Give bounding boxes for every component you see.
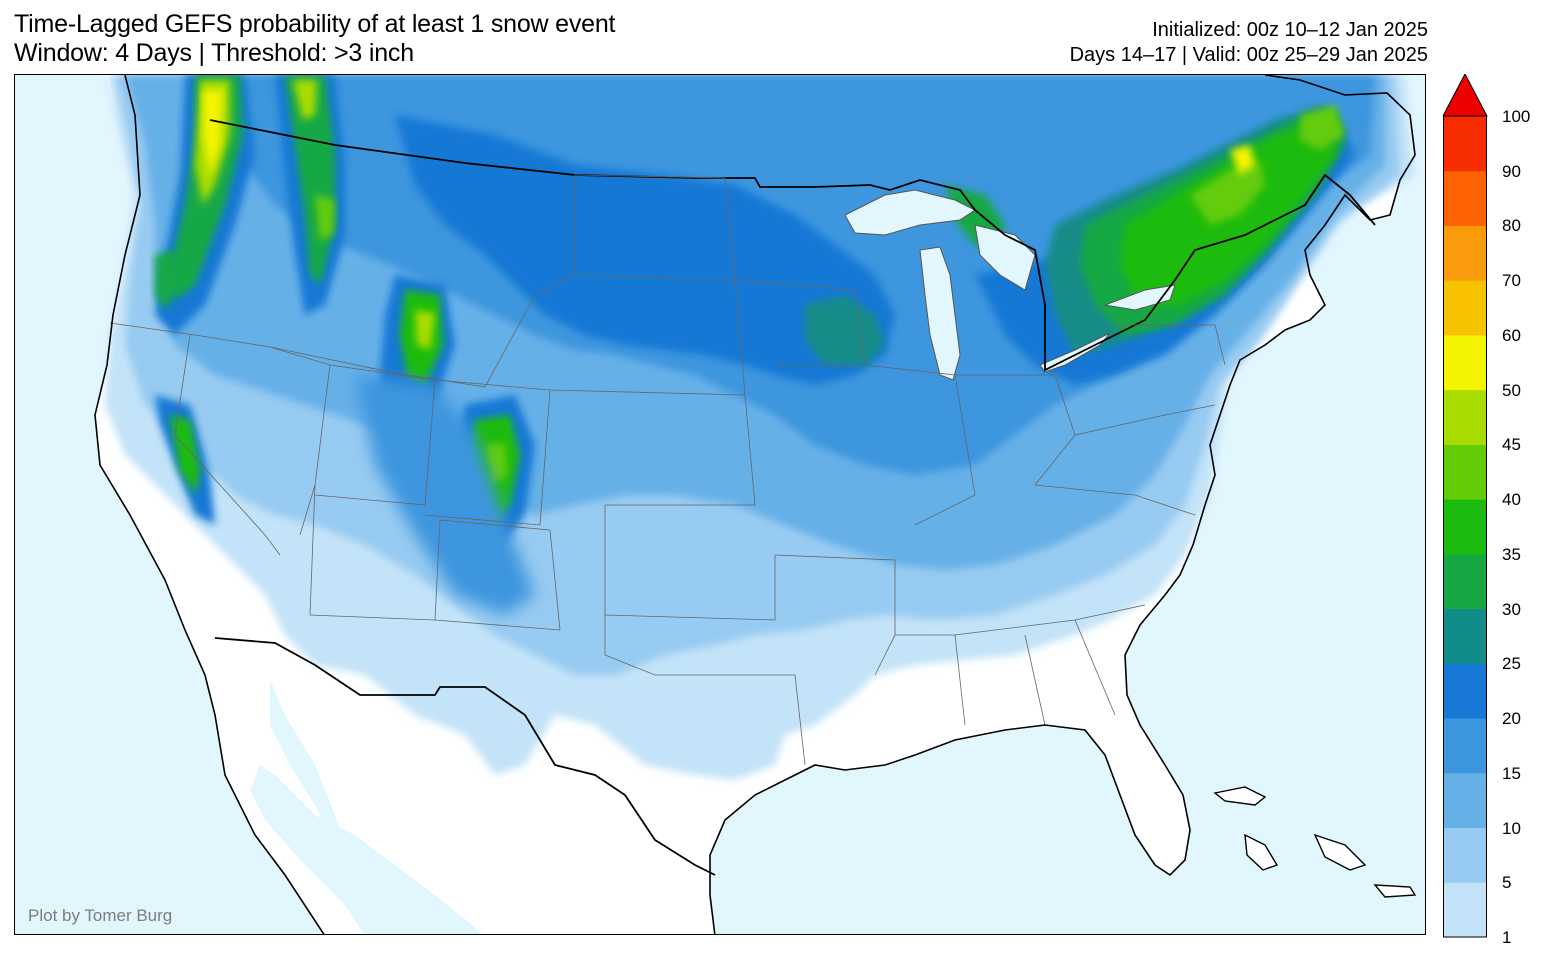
colorbar-segment <box>1443 170 1487 226</box>
coastline <box>94 75 1416 934</box>
colorbar-segments <box>1443 116 1487 938</box>
colorbar-tick-label: 50 <box>1502 380 1521 400</box>
colorbar-segment <box>1443 718 1487 774</box>
colorbar-segment <box>1443 663 1487 719</box>
colorbar-segment <box>1443 608 1487 664</box>
colorbar-tick-label: 35 <box>1502 544 1521 564</box>
colorbar-segment <box>1443 444 1487 500</box>
colorbar-tick-label: 10 <box>1502 818 1521 838</box>
map-title: Time-Lagged GEFS probability of at least… <box>14 10 615 68</box>
initialized-label: Initialized: 00z 10–12 Jan 2025 <box>1152 19 1428 41</box>
colorbar-segment <box>1443 116 1487 172</box>
colorbar-tick-label: 100 <box>1502 107 1531 126</box>
state-borders <box>109 174 1226 766</box>
colorbar-tick-label: 30 <box>1502 599 1521 619</box>
title-line-2: Window: 4 Days | Threshold: >3 inch <box>14 39 414 67</box>
colorbar-tick-label: 40 <box>1502 490 1521 510</box>
colorbar-outline <box>1443 115 1487 938</box>
gulf-of-california <box>270 680 345 850</box>
run-info: Initialized: 00z 10–12 Jan 2025 Days 14–… <box>1070 18 1428 68</box>
colorbar-tick-label: 60 <box>1502 325 1521 345</box>
probability-shading <box>105 75 1415 780</box>
great-lakes <box>844 189 1176 381</box>
colorbar-tick-label: 20 <box>1502 709 1521 729</box>
colorbar-segment <box>1443 280 1487 336</box>
colorbar-extend-arrow <box>1443 74 1488 117</box>
colorbar-tick-label: 15 <box>1502 763 1521 783</box>
map-canvas <box>15 75 1425 934</box>
plot-credit: Plot by Tomer Burg <box>28 906 173 925</box>
colorbar-segment <box>1443 772 1487 829</box>
colorbar-tick-label: 45 <box>1502 435 1521 455</box>
probability-map <box>14 74 1426 935</box>
colorbar-segment <box>1443 882 1487 938</box>
colorbar-segment <box>1443 334 1487 391</box>
colorbar-tick-label: 70 <box>1502 271 1521 291</box>
caribbean-islands <box>1213 786 1417 898</box>
colorbar-segment <box>1443 225 1487 281</box>
colorbar-segment <box>1443 499 1487 555</box>
colorbar-segment <box>1443 553 1487 610</box>
valid-label: Days 14–17 | Valid: 00z 25–29 Jan 2025 <box>1069 44 1428 66</box>
title-line-1: Time-Lagged GEFS probability of at least… <box>14 10 616 38</box>
colorbar-tick-label: 80 <box>1502 216 1521 236</box>
colorbar-tick-label: 25 <box>1502 654 1521 674</box>
colorbar-segment <box>1443 389 1487 445</box>
colorbar-tick-label: 1 <box>1502 928 1512 947</box>
colorbar-tick-label: 5 <box>1502 873 1512 893</box>
colorbar-segment <box>1443 827 1487 883</box>
colorbar <box>1443 74 1488 938</box>
colorbar-tick-label: 90 <box>1502 161 1521 181</box>
